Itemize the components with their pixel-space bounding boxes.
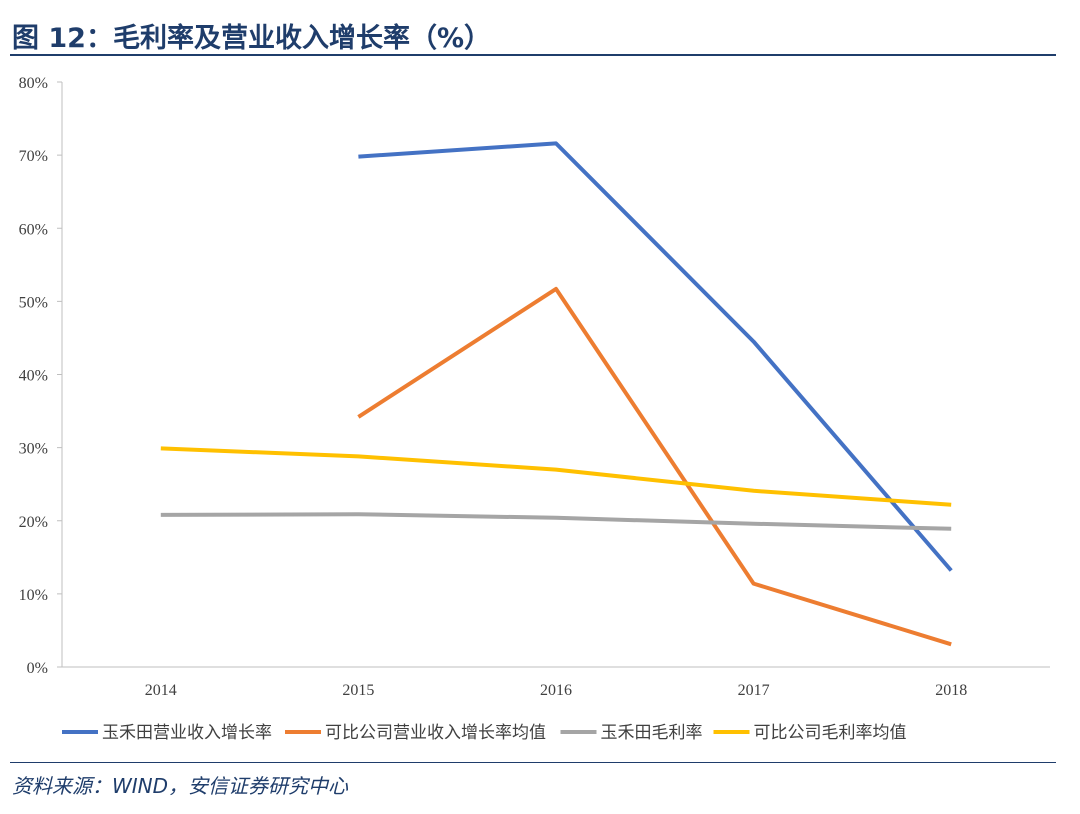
y-tick-label: 10% xyxy=(19,587,48,604)
legend-label-2: 可比公司营业收入增长率均值 xyxy=(325,723,546,743)
x-tick-label: 2018 xyxy=(935,682,967,699)
y-tick-label: 60% xyxy=(19,221,48,238)
series-line-2 xyxy=(357,286,952,647)
series-lines xyxy=(160,141,953,647)
x-tick-label: 2016 xyxy=(540,682,572,699)
y-tick-label: 20% xyxy=(19,514,48,531)
x-tick-label: 2015 xyxy=(342,682,374,699)
y-tick-label: 40% xyxy=(19,368,48,385)
y-tick-label: 30% xyxy=(19,441,48,458)
legend: 玉禾田营业收入增长率 可比公司营业收入增长率均值 玉禾田毛利率 可比公司毛利率均值 xyxy=(62,723,907,743)
title-bar: 图 12：毛利率及营业收入增长率（%） xyxy=(10,8,1056,56)
axes xyxy=(57,81,1050,668)
line-chart: 0% 10% 20% 30% 40% 50% 60% 70% 80% 2014 2015 2016 20… xyxy=(19,75,1050,743)
x-tick-label: 2017 xyxy=(738,682,770,699)
legend-label-4: 可比公司毛利率均值 xyxy=(754,723,907,743)
source-note: 资料来源：WIND，安信证券研究中心 xyxy=(12,774,349,798)
y-tick-label: 80% xyxy=(19,75,48,92)
y-tick-label: 50% xyxy=(19,294,48,311)
legend-label-1: 玉禾田营业收入增长率 xyxy=(102,723,272,743)
legend-label-3: 玉禾田毛利率 xyxy=(601,723,703,743)
y-tick-label: 0% xyxy=(27,660,48,677)
series-line-4 xyxy=(160,446,952,507)
series-line-1 xyxy=(358,141,953,572)
chart-title: 图 12：毛利率及营业收入增长率（%） xyxy=(12,23,492,54)
source-divider xyxy=(10,762,1056,763)
y-tick-label: 70% xyxy=(19,148,48,165)
tick-labels: 0% 10% 20% 30% 40% 50% 60% 70% 80% 2014 2015 2016 20… xyxy=(19,75,968,699)
x-tick-label: 2014 xyxy=(145,682,177,699)
series-line-3 xyxy=(160,512,952,531)
